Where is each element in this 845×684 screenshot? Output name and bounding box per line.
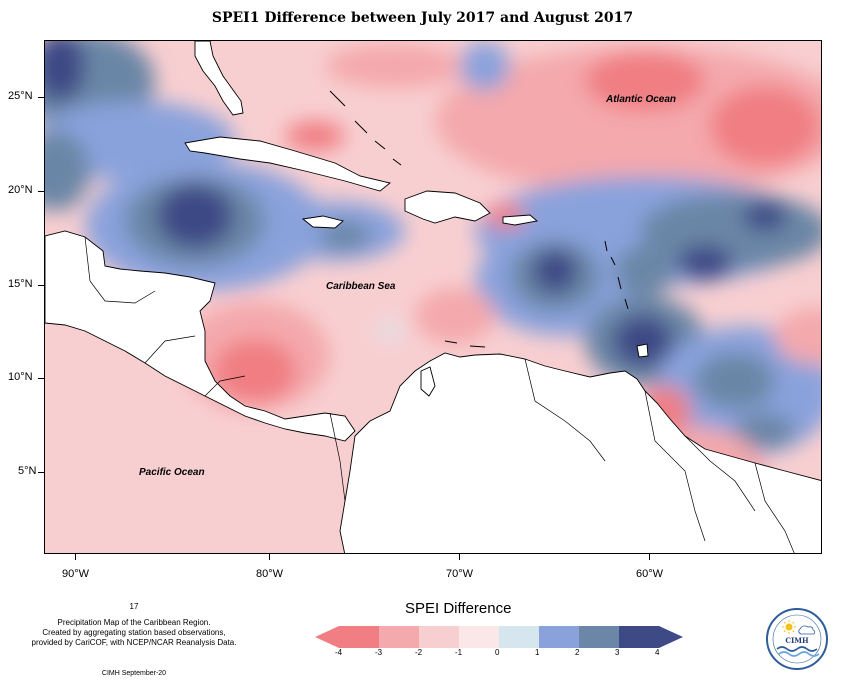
label-atlantic-ocean: Atlantic Ocean xyxy=(606,94,677,105)
colorbar-segment xyxy=(315,626,379,648)
page-number: 17 xyxy=(129,602,139,611)
colorbar-tick-label: 0 xyxy=(495,648,500,657)
lon-tick xyxy=(269,554,270,560)
spei-field xyxy=(45,41,821,553)
lat-label-20n: 20°N xyxy=(8,184,33,196)
lon-tick xyxy=(649,554,650,560)
spei-map: Atlantic Ocean Caribbean Sea Pacific Oce… xyxy=(44,40,822,554)
colorbar-tick-label: -1 xyxy=(455,648,463,657)
lon-label-80w: 80°W xyxy=(256,568,284,580)
label-caribbean-sea: Caribbean Sea xyxy=(326,281,396,292)
lat-label-15n: 15°N xyxy=(8,278,33,290)
cimh-logo-icon xyxy=(766,608,828,670)
lon-label-70w: 70°W xyxy=(446,568,474,580)
colorbar-tick-label: -2 xyxy=(415,648,423,657)
colorbar-segment xyxy=(619,626,683,648)
footnote-line-2: Created by aggregating station based obs… xyxy=(42,628,226,637)
colorbar-segment xyxy=(459,626,500,648)
colorbar-tick-label: 1 xyxy=(535,648,540,657)
lat-tick xyxy=(38,472,44,473)
colorbar-tick-label: -4 xyxy=(335,648,343,657)
colorbar-segment xyxy=(499,626,540,648)
logo-text: CIMH xyxy=(785,636,809,645)
colorbar-tick-label: 2 xyxy=(575,648,580,657)
colorbar-tick-label: -3 xyxy=(375,648,383,657)
lon-tick xyxy=(75,554,76,560)
colorbar-segment xyxy=(579,626,620,648)
credit: CIMH September-20 xyxy=(101,670,167,677)
cimh-logo: CIMH xyxy=(765,607,829,671)
lat-tick xyxy=(38,285,44,286)
lat-label-5n: 5°N xyxy=(18,465,37,477)
legend-title: SPEI Difference xyxy=(405,600,512,617)
colorbar-tick-label: 3 xyxy=(615,648,620,657)
colorbar-segment xyxy=(419,626,460,648)
label-pacific-ocean: Pacific Ocean xyxy=(139,467,205,478)
lon-label-60w: 60°W xyxy=(636,568,664,580)
map-title: SPEI1 Difference between July 2017 and A… xyxy=(211,10,634,26)
colorbar-tick-label: 4 xyxy=(655,648,660,657)
colorbar xyxy=(315,626,683,648)
lat-tick xyxy=(38,191,44,192)
lat-tick xyxy=(38,97,44,98)
lat-label-25n: 25°N xyxy=(8,90,33,102)
footnote-line-3: provided by CariCOF, with NCEP/NCAR Rean… xyxy=(31,638,237,647)
colorbar-segment xyxy=(539,626,580,648)
lat-label-10n: 10°N xyxy=(8,371,33,383)
colorbar-segment xyxy=(379,626,420,648)
footnote-line-1: Precipitation Map of the Caribbean Regio… xyxy=(57,618,211,627)
lat-tick xyxy=(38,378,44,379)
lon-tick xyxy=(459,554,460,560)
lon-label-90w: 90°W xyxy=(62,568,90,580)
